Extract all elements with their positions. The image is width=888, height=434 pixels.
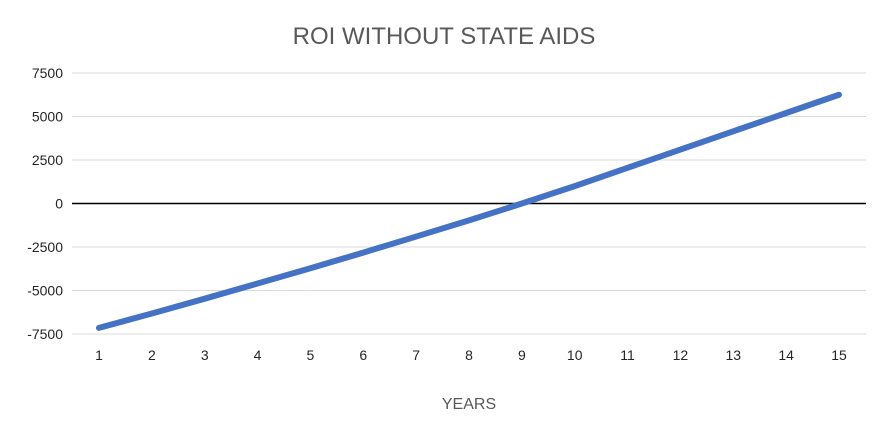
y-tick-label: 0 — [55, 196, 63, 212]
roi-data-point — [467, 218, 472, 223]
x-tick-label: 10 — [567, 347, 583, 363]
x-tick-label: 14 — [778, 347, 794, 363]
roi-data-point — [255, 281, 260, 286]
roi-data-point — [572, 184, 577, 189]
y-axis-ticks: 7500 5000 2500 0 -2500 -5000 -7500 — [27, 65, 63, 342]
gridlines — [72, 72, 866, 335]
x-axis-label: YEARS — [442, 396, 496, 413]
roi-data-point — [361, 250, 366, 255]
y-tick-label: -2500 — [27, 239, 63, 255]
x-tick-label: 3 — [201, 347, 209, 363]
x-tick-label: 7 — [412, 347, 420, 363]
x-tick-label: 5 — [307, 347, 315, 363]
roi-data-point — [731, 129, 736, 134]
y-tick-label: -5000 — [27, 283, 63, 299]
x-tick-label: 8 — [465, 347, 473, 363]
roi-data-point — [519, 201, 524, 206]
roi-data-point — [837, 92, 842, 97]
roi-series-line — [96, 91, 842, 331]
x-tick-label: 9 — [518, 347, 526, 363]
x-tick-label: 1 — [95, 347, 103, 363]
x-tick-label: 6 — [359, 347, 367, 363]
x-tick-label: 2 — [148, 347, 156, 363]
roi-data-point — [625, 165, 630, 170]
roi-data-point — [97, 325, 102, 330]
x-tick-label: 4 — [254, 347, 262, 363]
roi-data-point — [678, 147, 683, 152]
x-tick-label: 11 — [620, 347, 635, 363]
chart-title: ROI WITHOUT STATE AIDS — [293, 23, 596, 50]
series-layer — [96, 91, 842, 331]
y-tick-label: 2500 — [32, 152, 63, 168]
roi-data-point — [414, 234, 419, 239]
x-tick-label: 13 — [725, 347, 741, 363]
y-tick-label: 5000 — [32, 109, 63, 125]
roi-data-point — [149, 311, 154, 316]
roi-data-point — [308, 266, 313, 271]
y-tick-label: -7500 — [27, 326, 63, 342]
x-tick-label: 12 — [673, 347, 689, 363]
y-tick-label: 7500 — [32, 65, 63, 81]
roi-data-point — [202, 296, 207, 301]
roi-data-point — [784, 111, 789, 116]
x-axis-ticks: 1 2 3 4 5 6 7 8 9 10 11 12 13 14 15 — [95, 347, 847, 363]
x-tick-label: 15 — [831, 347, 847, 363]
